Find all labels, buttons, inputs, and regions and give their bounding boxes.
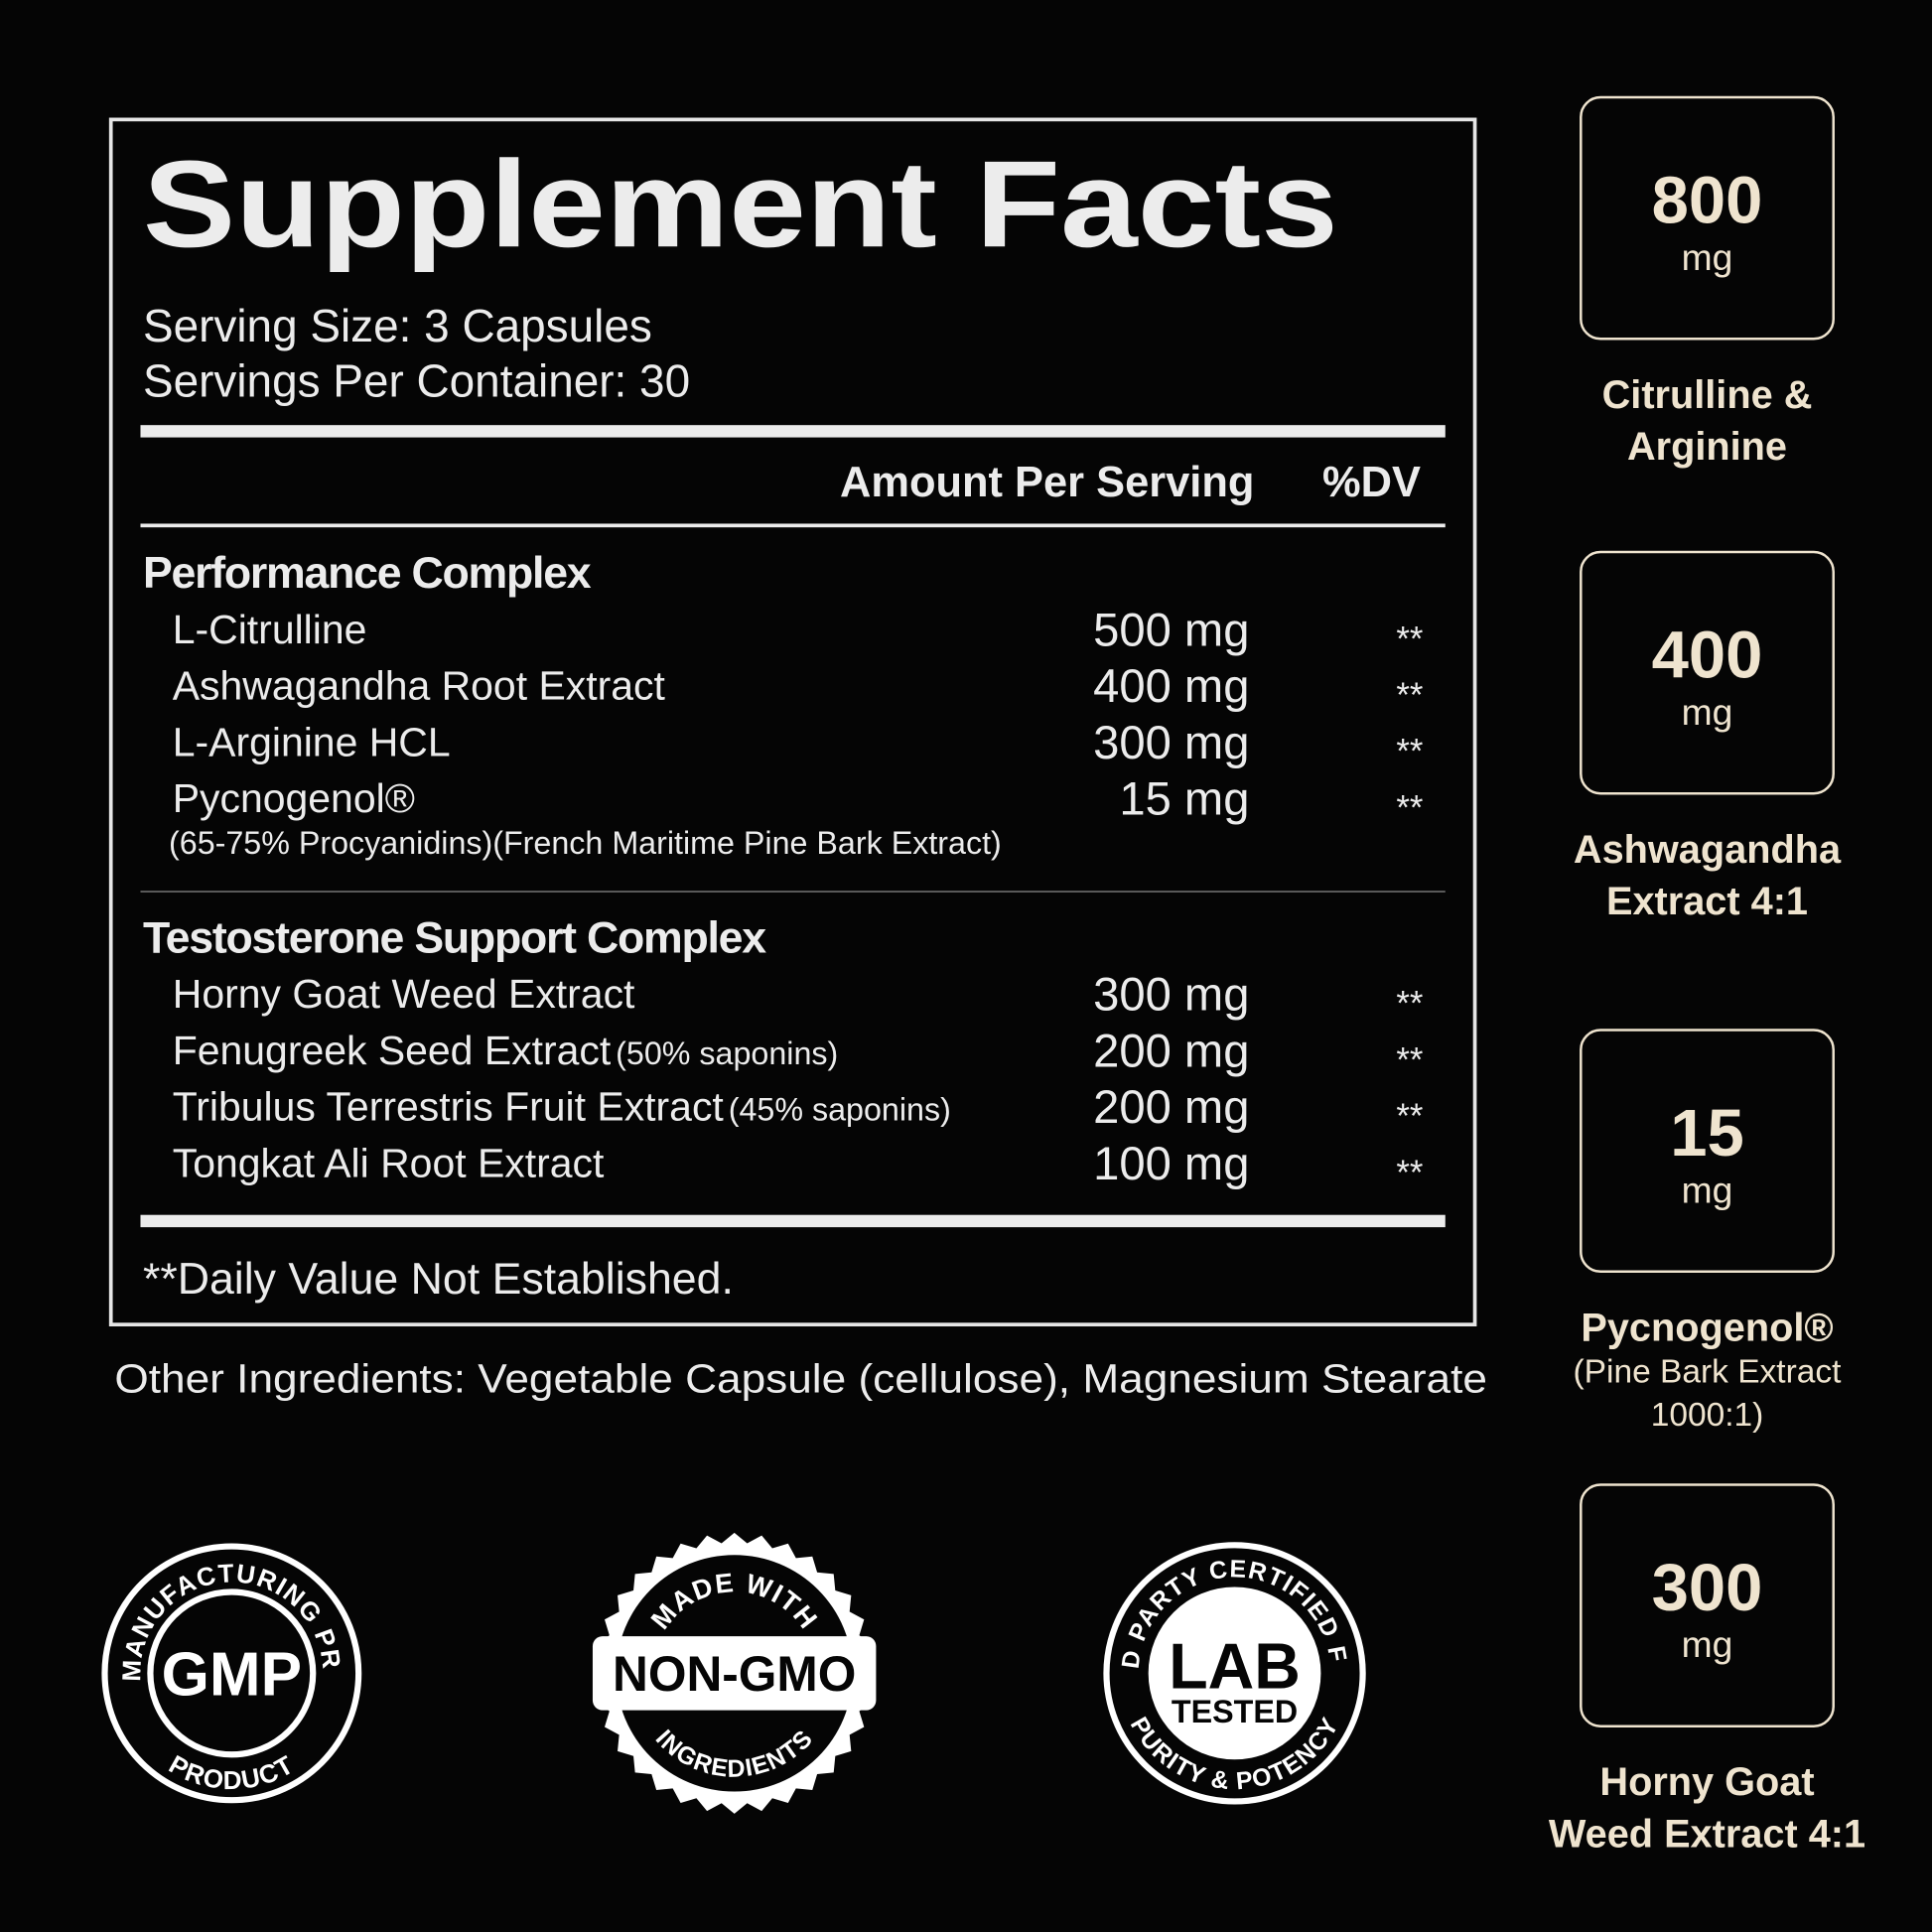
highlight-label: Citrulline & xyxy=(1602,373,1813,417)
column-header: %DV xyxy=(1322,459,1421,506)
panel-title: Supplement Facts xyxy=(143,136,1338,273)
highlight-box xyxy=(1580,550,1835,795)
highlight-label: Weed Extract 4:1 xyxy=(1549,1812,1865,1856)
section-name: Performance Complex xyxy=(143,549,592,598)
ingredient-name-text: L-Arginine HCL xyxy=(173,719,451,764)
ingredient-dv: ** xyxy=(1396,789,1423,827)
badge-center-text: NON-GMO xyxy=(613,1646,856,1702)
column-header: Amount Per Serving xyxy=(840,459,1254,506)
highlight-unit: mg xyxy=(1682,1169,1733,1210)
badge-band xyxy=(592,1636,877,1711)
ingredient-name-text: Pycnogenol® xyxy=(173,775,415,821)
ingredient-name: Pycnogenol® xyxy=(173,775,415,821)
servings-per-container: Servings Per Container: 30 xyxy=(143,355,690,407)
badge-center-text: TESTED xyxy=(1172,1694,1298,1729)
highlight-label: Pycnogenol® xyxy=(1581,1306,1833,1349)
ingredient-name: Ashwagandha Root Extract xyxy=(173,663,666,709)
ingredient-amount: 300 mg xyxy=(1093,968,1249,1021)
highlight-box xyxy=(1580,1029,1835,1274)
ingredient-name: Horny Goat Weed Extract xyxy=(173,971,635,1017)
section-divider xyxy=(140,891,1446,893)
highlight-amount: 300 xyxy=(1652,1551,1763,1625)
badge-ring xyxy=(101,1543,362,1804)
ingredient-amount: 100 mg xyxy=(1093,1137,1249,1189)
highlight-label: Ashwagandha xyxy=(1574,828,1842,872)
highlight-note: 1000:1) xyxy=(1651,1397,1764,1434)
highlight-box xyxy=(1580,1483,1835,1727)
highlight-label: Arginine xyxy=(1627,425,1787,469)
ingredient-name-text: Horny Goat Weed Extract xyxy=(173,971,635,1017)
ingredient-name-text: L-Citrulline xyxy=(173,607,367,652)
ingredient-dv: ** xyxy=(1396,986,1423,1024)
ingredient-name: Fenugreek Seed Extract (50% saponins) xyxy=(173,1028,839,1073)
ingredient-dv: ** xyxy=(1396,621,1423,658)
ingredient-note: (65-75% Procyanidins)(French Maritime Pi… xyxy=(169,825,1002,861)
thick-rule xyxy=(140,425,1446,438)
ingredient-name-text: Ashwagandha Root Extract xyxy=(173,663,666,709)
ingredient-name: L-Arginine HCL xyxy=(173,719,451,764)
ingredient-name-text: Tongkat Ali Root Extract xyxy=(173,1140,605,1185)
ingredient-amount: 500 mg xyxy=(1093,603,1249,655)
ingredient-amount: 300 mg xyxy=(1093,716,1249,768)
badge-inner xyxy=(1148,1587,1321,1760)
ingredient-dv: ** xyxy=(1396,1155,1423,1192)
ingredient-name: L-Citrulline xyxy=(173,607,367,652)
highlight-label: Horny Goat xyxy=(1599,1760,1814,1804)
section-name: Testosterone Support Complex xyxy=(143,913,766,962)
serving-size: Serving Size: 3 Capsules xyxy=(143,300,652,351)
ingredient-dv: ** xyxy=(1396,677,1423,715)
ingredient-name-text: Tribulus Terrestris Fruit Extract xyxy=(173,1084,725,1130)
highlight-amount: 15 xyxy=(1670,1096,1744,1171)
highlight-box xyxy=(1580,95,1835,341)
badge-ring xyxy=(147,1588,317,1758)
badge-center-text: GMP xyxy=(162,1641,302,1710)
highlight-label: Extract 4:1 xyxy=(1606,880,1808,923)
ingredient-name-text: Fenugreek Seed Extract xyxy=(173,1028,612,1073)
thin-rule xyxy=(140,523,1446,528)
ingredient-amount: 400 mg xyxy=(1093,659,1249,712)
highlight-unit: mg xyxy=(1682,1623,1733,1665)
ingredient-dv: ** xyxy=(1396,1098,1423,1136)
ingredient-name: Tongkat Ali Root Extract xyxy=(173,1140,605,1185)
ingredient-amount: 15 mg xyxy=(1119,771,1249,824)
ingredient-amount: 200 mg xyxy=(1093,1024,1249,1076)
ingredient-inline-note: (50% saponins) xyxy=(616,1035,838,1071)
ingredient-amount: 200 mg xyxy=(1093,1080,1249,1133)
ingredient-dv: ** xyxy=(1396,734,1423,771)
facts-panel-border xyxy=(108,117,1477,1327)
badge-center-text: LAB xyxy=(1169,1630,1301,1702)
ingredient-inline-note: (45% saponins) xyxy=(729,1092,951,1128)
other-ingredients: Other Ingredients: Vegetable Capsule (ce… xyxy=(114,1355,1487,1401)
ingredient-name: Tribulus Terrestris Fruit Extract (45% sa… xyxy=(173,1084,951,1130)
highlight-note: (Pine Bark Extract xyxy=(1574,1353,1843,1390)
thick-rule xyxy=(140,1214,1446,1228)
highlight-unit: mg xyxy=(1682,236,1733,278)
ingredient-dv: ** xyxy=(1396,1041,1423,1079)
highlight-unit: mg xyxy=(1682,691,1733,733)
highlight-amount: 800 xyxy=(1652,164,1763,238)
footnote: **Daily Value Not Established. xyxy=(143,1255,734,1304)
highlight-amount: 400 xyxy=(1652,619,1763,693)
